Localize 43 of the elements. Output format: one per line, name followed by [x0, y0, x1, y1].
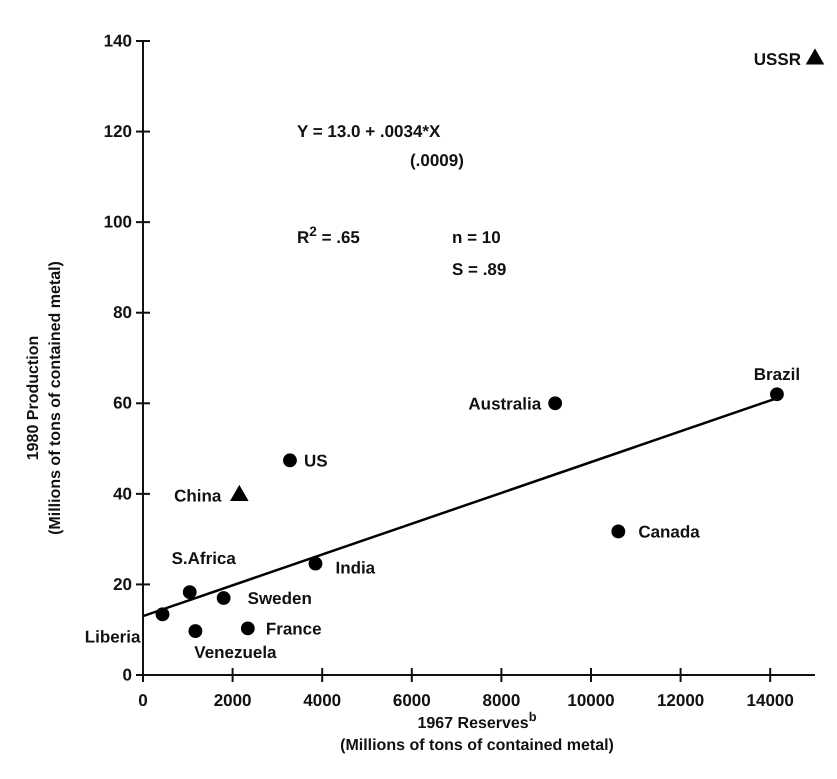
annotation: India: [335, 558, 376, 578]
annotation: France: [266, 619, 322, 638]
y-tick-label: 100: [104, 212, 132, 232]
point: [216, 591, 231, 605]
y-tick-label: 20: [113, 574, 132, 594]
y-axis-title: 1980 Production (Millions of tons of contained metal): [25, 261, 64, 535]
annotation: Sweden: [248, 589, 312, 608]
y-tick-label: 60: [113, 394, 132, 413]
y-tick-label: 140: [104, 31, 132, 50]
annotation: Y = 13.0 + .0034*X: [297, 122, 442, 141]
annotation: Canada: [638, 522, 700, 542]
y-tick-label: 0: [122, 665, 132, 684]
annotation: US: [304, 451, 328, 470]
x-tick-label: 14000: [746, 691, 794, 710]
annotation: n = 10: [452, 228, 501, 247]
x-tick-label: 12000: [656, 691, 704, 710]
x-tick-label: 4000: [303, 691, 342, 710]
y-tick-label: 40: [113, 484, 132, 504]
point: [188, 624, 202, 638]
point: [611, 524, 626, 538]
y-tick-label: 80: [113, 303, 132, 322]
x-tick-label: 2000: [214, 691, 252, 710]
annotation: (.0009): [410, 151, 464, 170]
y-tick-label: 120: [104, 122, 132, 142]
annotation: S = .89: [452, 260, 506, 279]
annotation: R$^{2}$ = .65: [297, 224, 360, 247]
point: [283, 453, 297, 468]
point: [182, 585, 197, 600]
x-axis-title: 1967 Reserves$^{b}$ (Millions of tons of contained metal): [340, 708, 614, 754]
annotation: China: [174, 486, 222, 506]
x-tick-label: 8000: [482, 691, 520, 710]
point: [308, 556, 322, 570]
annotation: Australia: [468, 394, 542, 414]
x-tick-label: 0: [138, 691, 148, 710]
annotation: Liberia: [84, 627, 142, 646]
point: [548, 396, 562, 410]
annotation: Brazil: [754, 365, 800, 384]
annotation: USSR: [754, 50, 801, 70]
point: [240, 621, 255, 636]
annotation: S.Africa: [172, 549, 236, 568]
x-tick-label: 10000: [567, 691, 615, 710]
annotation: Venezuela: [194, 643, 278, 662]
x-tick-label: 6000: [392, 691, 431, 710]
